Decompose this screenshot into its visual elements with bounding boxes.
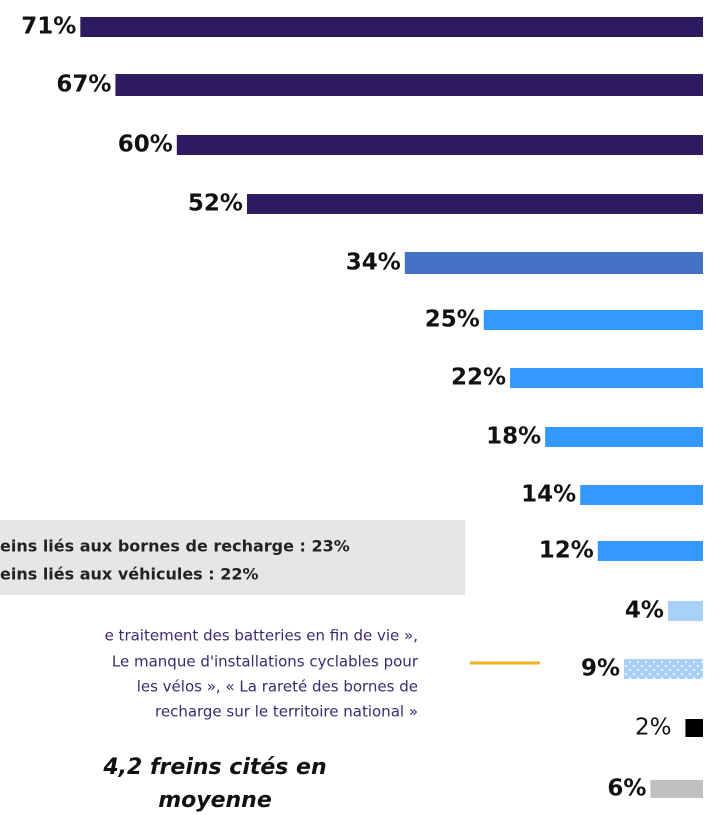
note-line: les vélos », « La rareté des bornes de (137, 678, 418, 696)
note-line: Le manque d'installations cyclables pour (112, 653, 419, 671)
bar (404, 252, 703, 274)
value-label: 71% (21, 14, 76, 40)
box-line: eins liés aux bornes de recharge : 23% (0, 537, 350, 556)
bar (597, 541, 703, 561)
value-label: 18% (486, 424, 541, 450)
bar (650, 780, 703, 798)
bar (176, 135, 704, 155)
bar (685, 719, 703, 737)
bar (510, 368, 703, 388)
bar (667, 601, 703, 621)
value-label: 34% (346, 250, 401, 276)
value-label: 4% (625, 598, 664, 624)
average-line: 4,2 freins cités en (102, 755, 326, 780)
value-label: 9% (581, 656, 620, 682)
bar (246, 194, 703, 214)
value-label: 67% (56, 72, 111, 98)
bar (80, 17, 703, 37)
value-label: 12% (539, 538, 594, 564)
note-line: e traitement des batteries en fin de vie… (105, 627, 418, 645)
value-label: 2% (635, 715, 672, 741)
note-box (0, 520, 465, 595)
value-label: 6% (607, 776, 646, 802)
average-line: moyenne (158, 788, 272, 813)
bar (483, 310, 703, 330)
note-line: recharge sur le territoire national » (155, 703, 418, 721)
bar (624, 659, 703, 679)
value-label: 52% (188, 191, 243, 217)
value-label: 14% (521, 482, 576, 508)
value-label: 25% (425, 307, 480, 333)
box-line: eins liés aux véhicules : 22% (0, 565, 259, 584)
bar (115, 74, 703, 96)
bar (580, 485, 703, 505)
value-label: 60% (118, 132, 173, 158)
bar (545, 427, 703, 447)
value-label: 22% (451, 365, 506, 391)
